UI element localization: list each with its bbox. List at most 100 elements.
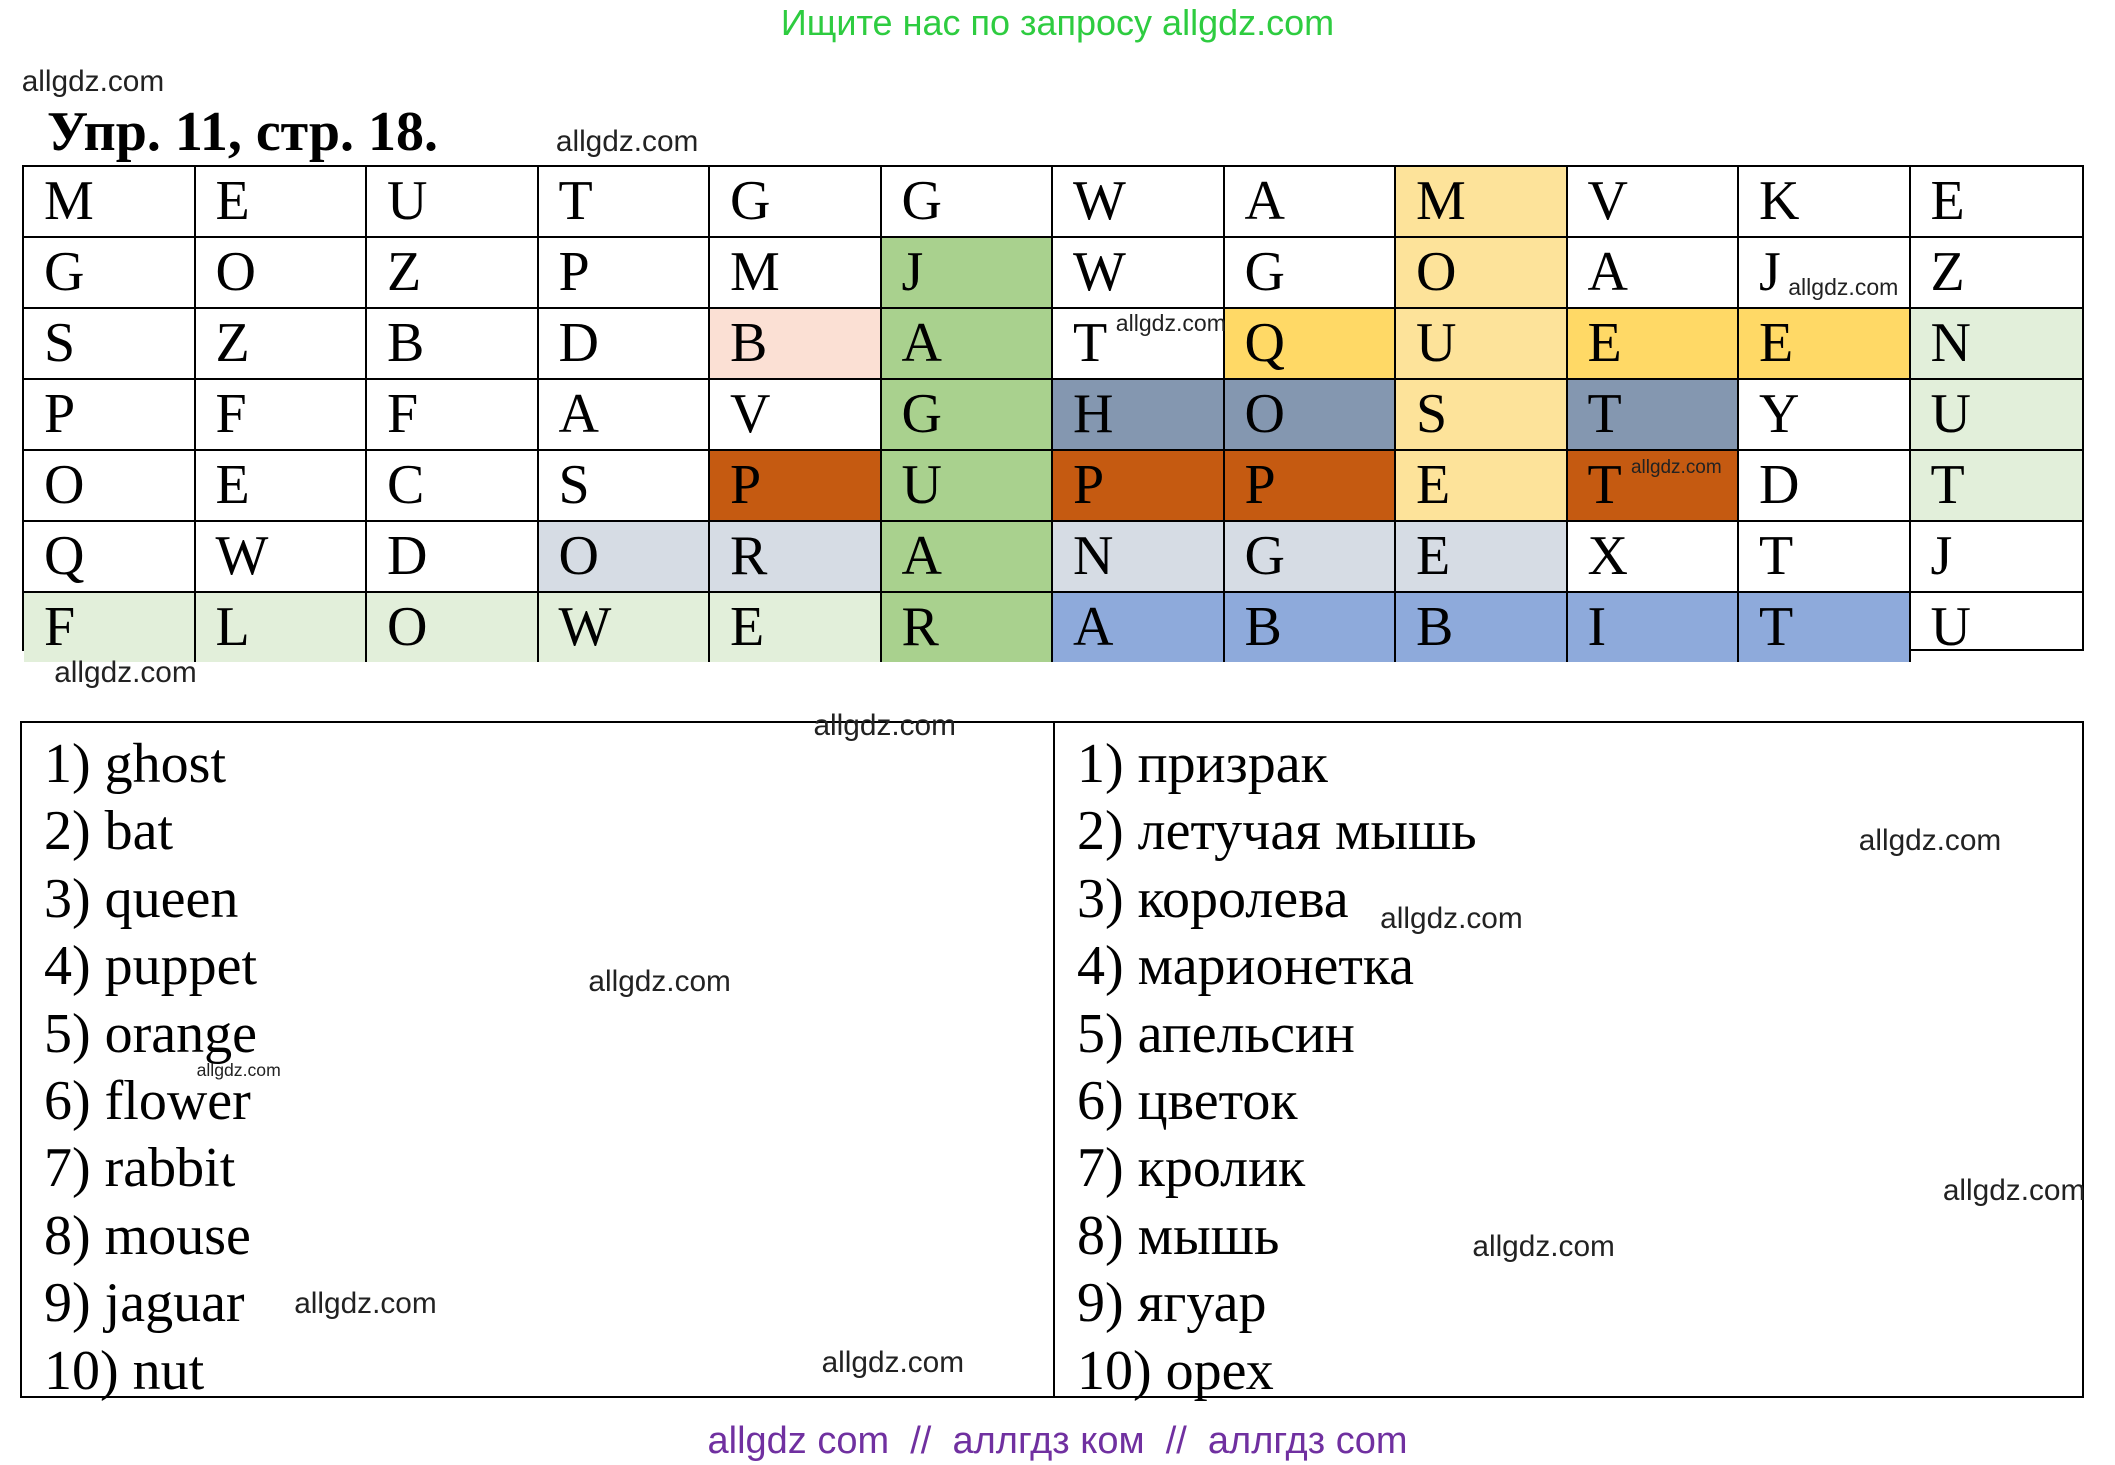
letter: O xyxy=(1244,383,1285,445)
watermark: allgdz.com xyxy=(813,709,956,743)
grid-cell: K xyxy=(1739,167,1911,238)
grid-cell: A xyxy=(881,522,1053,593)
grid-cell: W xyxy=(538,593,710,662)
grid-cell: J xyxy=(1739,238,1911,309)
grid-cell: G xyxy=(710,167,882,238)
grid-cell: H xyxy=(1053,380,1225,451)
exercise-title: Упр. 11, стр. 18. xyxy=(47,101,439,163)
letter: U xyxy=(387,170,428,232)
letter: T xyxy=(1587,454,1622,516)
grid-cell: U xyxy=(1910,380,2082,451)
grid-cell: B xyxy=(1224,593,1396,662)
grid-cell: E xyxy=(1910,167,2082,238)
grid-cell: V xyxy=(710,380,882,451)
letter: S xyxy=(44,312,76,374)
letter: G xyxy=(44,241,85,303)
grid-cell: T xyxy=(538,167,710,238)
grid-cell: D xyxy=(538,309,710,380)
letter: K xyxy=(1759,170,1800,232)
watermark: allgdz.com xyxy=(1858,824,2002,858)
english-word: 4) puppet xyxy=(44,935,258,998)
grid-cell: G xyxy=(881,167,1053,238)
watermark: allgdz.com xyxy=(555,124,699,158)
letter: G xyxy=(730,170,771,232)
grid-cell: F xyxy=(24,593,196,662)
letter: A xyxy=(1244,170,1285,232)
letter: E xyxy=(1587,312,1622,374)
grid-cell: V xyxy=(1567,167,1739,238)
letter: M xyxy=(730,241,780,303)
grid-cell: W xyxy=(1053,238,1225,309)
letter: P xyxy=(730,454,762,516)
letter: I xyxy=(1587,596,1607,658)
letter: W xyxy=(1073,241,1126,303)
grid-cell: A xyxy=(1053,593,1225,662)
grid-cell: M xyxy=(710,238,882,309)
letter: F xyxy=(215,383,247,445)
letter: U xyxy=(901,454,942,516)
grid-cell: B xyxy=(367,309,539,380)
russian-word: 4) марионетка xyxy=(1077,935,1415,998)
grid-cell: P xyxy=(1224,451,1396,522)
grid-cell: Y xyxy=(1739,380,1911,451)
grid-cell: Q xyxy=(24,522,196,593)
grid-cell: M xyxy=(1396,167,1568,238)
letter: E xyxy=(1930,170,1965,232)
grid-cell: E xyxy=(195,451,367,522)
letter: O xyxy=(387,596,428,658)
english-word: 5) orange xyxy=(44,1002,258,1065)
grid-cell: B xyxy=(710,309,882,380)
grid-cell: E xyxy=(1396,451,1568,522)
grid-cell: E xyxy=(195,167,367,238)
grid-cell: U xyxy=(1911,593,2083,662)
watermark: allgdz.com xyxy=(1942,1174,2086,1208)
grid-cell: E xyxy=(1739,309,1911,380)
letter: O xyxy=(44,454,85,516)
letter: B xyxy=(730,312,768,374)
letter: F xyxy=(44,596,76,658)
grid-cell: W xyxy=(195,522,367,593)
letter: E xyxy=(215,454,250,516)
letter: J xyxy=(1930,525,1953,587)
letter: G xyxy=(1244,241,1285,303)
grid-cell: F xyxy=(367,380,539,451)
letter: H xyxy=(1073,383,1114,445)
grid-cell: P xyxy=(710,451,882,522)
watermark: allgdz.com xyxy=(1380,901,1523,935)
letter: U xyxy=(1930,596,1971,658)
letter: O xyxy=(215,241,256,303)
grid-cell: U xyxy=(881,451,1053,522)
letter: U xyxy=(1416,312,1457,374)
grid-cell: T xyxy=(1910,451,2082,522)
letter: U xyxy=(1930,383,1971,445)
russian-word: 1) призрак xyxy=(1077,733,1328,795)
grid-cell: E xyxy=(1567,309,1739,380)
letter: N xyxy=(1073,525,1114,587)
watermark: allgdz.com xyxy=(1472,1229,1615,1263)
letter: W xyxy=(1073,170,1126,232)
grid-cell: T xyxy=(1053,309,1225,380)
letter: B xyxy=(1244,596,1282,658)
watermark: allgdz.com xyxy=(294,1286,437,1320)
russian-word: 7) кролик xyxy=(1077,1137,1306,1200)
letter: S xyxy=(1416,383,1448,445)
grid-cell: P xyxy=(24,380,196,451)
banner: Ищите нас по запросу allgdz.com xyxy=(780,2,1335,43)
letter: P xyxy=(1244,454,1276,516)
grid-cell: E xyxy=(1396,522,1568,593)
grid-cell: T xyxy=(1567,380,1739,451)
letter: X xyxy=(1587,525,1628,587)
russian-word: 5) апельсин xyxy=(1077,1002,1355,1065)
watermark: allgdz.com xyxy=(54,656,197,690)
letter: Z xyxy=(215,312,250,374)
grid-cell: C xyxy=(367,451,539,522)
letter: Z xyxy=(387,241,422,303)
russian-word: 3) королева xyxy=(1077,867,1349,930)
english-word: 2) bat xyxy=(44,800,174,863)
grid-cell: A xyxy=(881,309,1053,380)
letter: T xyxy=(558,170,593,232)
grid-cell: M xyxy=(24,167,196,238)
grid-cell: D xyxy=(1739,451,1911,522)
